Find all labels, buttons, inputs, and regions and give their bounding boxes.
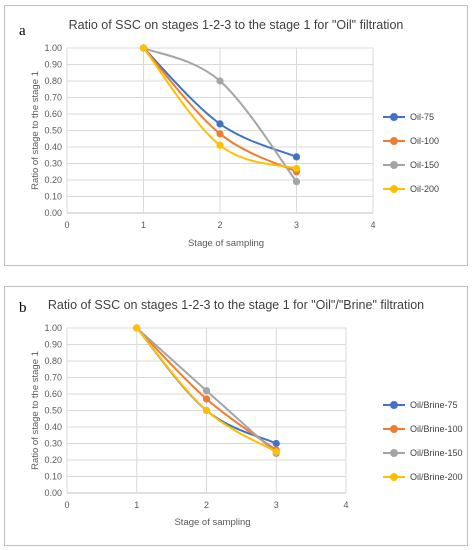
legend-item: Oil/Brine-75 [383, 393, 463, 417]
legend-label: Oil/Brine-75 [410, 400, 458, 410]
y-tick-label: 0.50 [44, 126, 62, 136]
x-tick-label: 1 [134, 500, 139, 510]
legend-item: Oil/Brine-150 [383, 441, 463, 465]
x-tick-label: 4 [370, 220, 375, 230]
legend-label: Oil/Brine-100 [410, 424, 463, 434]
x-axis-label: Stage of sampling [188, 238, 264, 249]
y-tick-label: 0.80 [44, 76, 62, 86]
y-tick-label: 0.60 [44, 389, 62, 399]
y-tick-label: 0.10 [44, 472, 62, 482]
data-point [139, 44, 148, 52]
y-axis-label: Ratio of stage to the stage 1 [30, 71, 41, 190]
legend-item: Oil/Brine-200 [383, 465, 463, 489]
data-point [133, 324, 141, 332]
chart-panel-a: a Ratio of SSC on stages 1-2-3 to the st… [4, 5, 468, 266]
y-tick-label: 1.00 [44, 43, 62, 53]
panel-letter: b [19, 300, 27, 316]
data-point [202, 395, 211, 403]
x-tick-label: 2 [204, 500, 209, 510]
legend-item: Oil-75 [383, 105, 439, 129]
x-tick-label: 2 [217, 220, 222, 230]
legend-label: Oil/Brine-200 [410, 472, 463, 482]
legend-swatch [383, 448, 405, 458]
x-tick-label: 0 [64, 220, 69, 230]
y-tick-label: 0.90 [44, 340, 62, 350]
x-axis-label: Stage of sampling [174, 517, 250, 528]
chart-title: Ratio of SSC on stages 1-2-3 to the stag… [47, 298, 425, 312]
x-tick-label: 1 [141, 220, 146, 230]
y-tick-label: 0.70 [44, 93, 62, 103]
y-tick-label: 0.40 [44, 422, 62, 432]
data-point [202, 387, 211, 395]
panel-letter: a [19, 23, 26, 39]
y-tick-label: 0.00 [44, 488, 62, 498]
x-tick-label: 0 [64, 500, 69, 510]
x-tick-label: 4 [343, 500, 348, 510]
data-point [272, 448, 280, 456]
data-point [292, 178, 301, 186]
legend-swatch [383, 112, 405, 122]
legend-label: Oil-75 [410, 112, 435, 122]
y-tick-label: 0.70 [44, 373, 62, 383]
legend-swatch [383, 160, 405, 170]
y-tick-label: 0.60 [44, 109, 62, 119]
y-axis-label: Ratio of stage to the stage 1 [30, 351, 41, 470]
y-tick-label: 0.50 [44, 406, 62, 416]
data-point [216, 141, 224, 149]
legend-label: Oil-200 [410, 184, 440, 194]
legend-swatch [383, 400, 405, 410]
plot-area: 0.00 0.10 0.20 0.30 0.40 0.50 0.60 0.70 0.80 0.90… [30, 43, 376, 249]
data-point [216, 120, 224, 128]
y-tick-label: 0.80 [44, 356, 62, 366]
legend-label: Oil/Brine-150 [410, 448, 463, 458]
legend-swatch [383, 136, 405, 146]
x-tick-label: 3 [274, 500, 279, 510]
y-tick-label: 0.40 [44, 142, 62, 152]
legend-swatch [383, 424, 405, 434]
data-point [216, 77, 224, 85]
legend-swatch [383, 472, 405, 482]
data-point [292, 164, 301, 173]
y-tick-label: 0.20 [44, 175, 62, 185]
y-tick-label: 0.00 [44, 208, 62, 218]
chart-title: Ratio of SSC on stages 1-2-3 to the stag… [68, 18, 404, 32]
legend-item: Oil-200 [383, 177, 439, 201]
data-point [292, 153, 301, 161]
legend-label: Oil-100 [410, 136, 440, 146]
legend-item: Oil-150 [383, 153, 439, 177]
y-tick-label: 0.20 [44, 455, 62, 465]
legend: Oil/Brine-75 Oil/Brine-100 Oil/Brine-150 Oi… [383, 393, 463, 489]
x-tick-label: 3 [294, 220, 299, 230]
data-point [202, 406, 211, 415]
y-tick-label: 0.30 [44, 439, 62, 449]
legend-item: Oil/Brine-100 [383, 417, 463, 441]
plot-area: 0.00 0.10 0.20 0.30 0.40 0.50 0.60 0.70 0.80 0.90… [30, 323, 349, 528]
y-tick-label: 0.90 [44, 60, 62, 70]
y-tick-label: 0.30 [44, 159, 62, 169]
data-point [272, 439, 280, 448]
data-point [216, 130, 224, 138]
y-tick-label: 1.00 [44, 323, 62, 333]
legend-label: Oil-150 [410, 160, 440, 170]
legend-item: Oil-100 [383, 129, 439, 153]
chart-panel-b: b Ratio of SSC on stages 1-2-3 to the st… [4, 286, 468, 546]
y-tick-label: 0.10 [44, 192, 62, 202]
legend-swatch [383, 184, 405, 194]
legend: Oil-75 Oil-100 Oil-150 Oil-200 [383, 105, 439, 201]
